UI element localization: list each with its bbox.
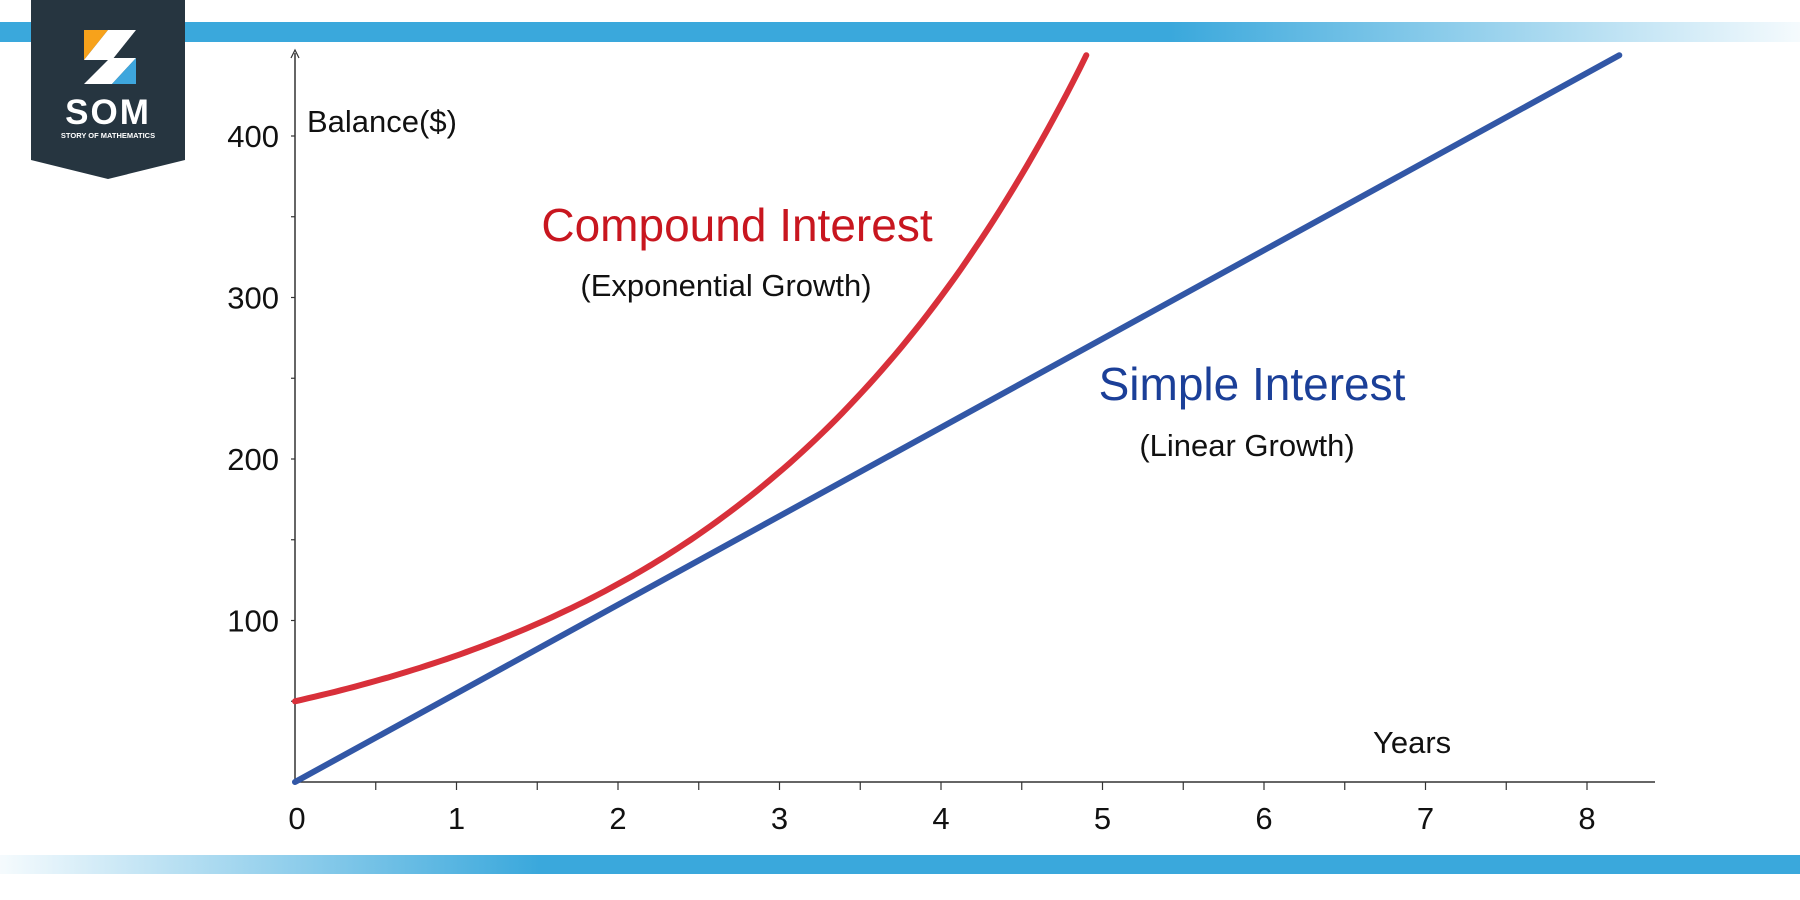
x-tick-label: 6 [1255,801,1272,836]
x-tick-label: 8 [1578,801,1595,836]
y-tick-label: 100 [227,604,279,639]
series-line-simple-interest [292,52,1623,785]
simple-interest-sublabel: (Linear Growth) [1139,428,1354,463]
x-tick-label: 3 [771,801,788,836]
y-axis-title: Balance($) [307,104,457,139]
x-axis-title: Years [1373,725,1451,760]
compound-interest-sublabel: (Exponential Growth) [580,268,871,303]
logo-name: SOM [65,93,151,132]
y-tick-label: 300 [227,281,279,316]
x-tick-label: 1 [448,801,465,836]
y-tick-label: 400 [227,119,279,154]
som-logo: SOM STORY OF MATHEMATICS [31,0,185,179]
simple-interest-label: Simple Interest [1099,358,1406,410]
logo-mark-white-top [84,30,136,60]
logo-mark-white-bottom [84,58,136,84]
axis-ticks [291,135,1588,790]
x-tick-label: 5 [1094,801,1111,836]
y-tick-label: 200 [227,442,279,477]
logo-tagline: STORY OF MATHEMATICS [61,131,155,140]
x-tick-label: 0 [288,801,305,836]
series-line-compound-interest [292,52,1090,705]
y-axis-arrow [290,48,300,59]
compound-interest-label: Compound Interest [541,199,932,251]
top-band [0,22,1800,42]
bottom-band [0,855,1800,874]
x-tick-label: 7 [1417,801,1434,836]
x-tick-label: 4 [932,801,949,836]
logo-badge [31,0,185,179]
logo-mark-blue [112,58,136,84]
x-tick-label: 2 [609,801,626,836]
